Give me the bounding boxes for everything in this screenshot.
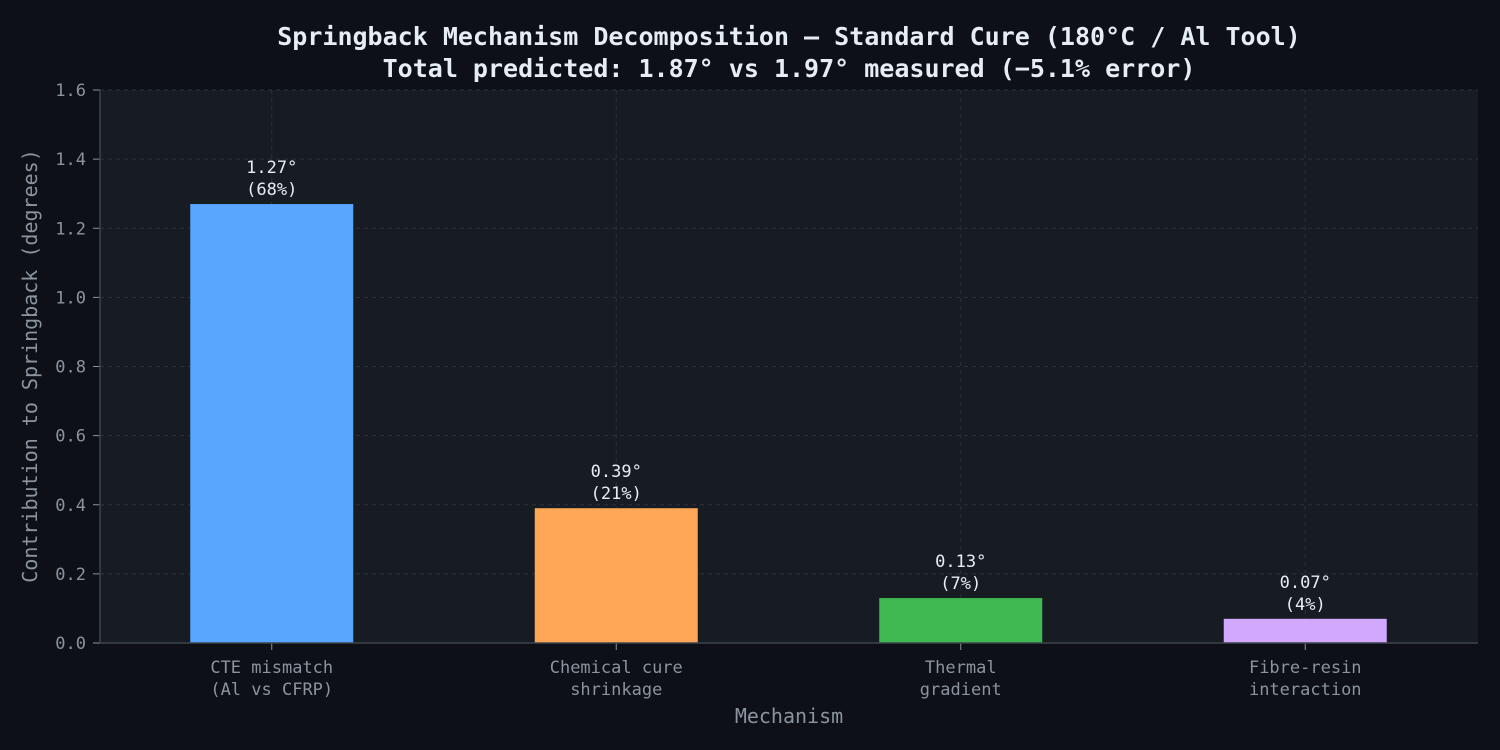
- y-tick-label: 0.6: [55, 427, 86, 447]
- x-tick-label: Thermal: [925, 658, 997, 678]
- bar-percent-label: (4%): [1285, 595, 1326, 615]
- bar-percent-label: (21%): [591, 484, 642, 504]
- y-tick-label: 0.4: [55, 496, 86, 516]
- x-tick-label: CTE mismatch: [210, 658, 333, 678]
- y-tick-label: 1.6: [55, 81, 86, 101]
- chart-title: Springback Mechanism Decomposition — Sta…: [277, 22, 1301, 51]
- bar: [534, 508, 698, 643]
- bar-value-label: 0.07°: [1280, 573, 1331, 593]
- x-axis-label: Mechanism: [735, 704, 843, 728]
- bar-value-label: 0.39°: [591, 462, 642, 482]
- data-label-layer: 1.27°(68%) 0.39°(21%) 0.13°(7%) 0.07°(4%): [246, 158, 1331, 615]
- bar-percent-label: (7%): [940, 574, 981, 594]
- x-tick-label: interaction: [1249, 680, 1362, 700]
- y-tick-label: 1.0: [55, 288, 86, 308]
- bar: [879, 598, 1043, 643]
- bar-percent-label: (68%): [246, 180, 297, 200]
- x-tick-label: Fibre-resin: [1249, 658, 1362, 678]
- bar: [1223, 618, 1387, 643]
- y-tick-label: 0.8: [55, 358, 86, 378]
- y-tick-label: 0.0: [55, 634, 86, 654]
- bar-value-label: 0.13°: [935, 552, 986, 572]
- x-tick-label: shrinkage: [570, 680, 662, 700]
- y-axis-label: Contribution to Springback (degrees): [18, 149, 42, 582]
- bar-layer: [190, 204, 1387, 643]
- y-tick-label: 1.2: [55, 219, 86, 239]
- bar: [190, 204, 354, 643]
- x-tick-label: Chemical cure: [550, 658, 683, 678]
- y-tick-label: 1.4: [55, 150, 86, 170]
- x-tick-label: gradient: [920, 680, 1002, 700]
- chart-subtitle: Total predicted: 1.87° vs 1.97° measured…: [383, 54, 1196, 83]
- x-tick-label: (Al vs CFRP): [210, 680, 333, 700]
- bar-value-label: 1.27°: [246, 158, 297, 178]
- y-tick-label: 0.2: [55, 565, 86, 585]
